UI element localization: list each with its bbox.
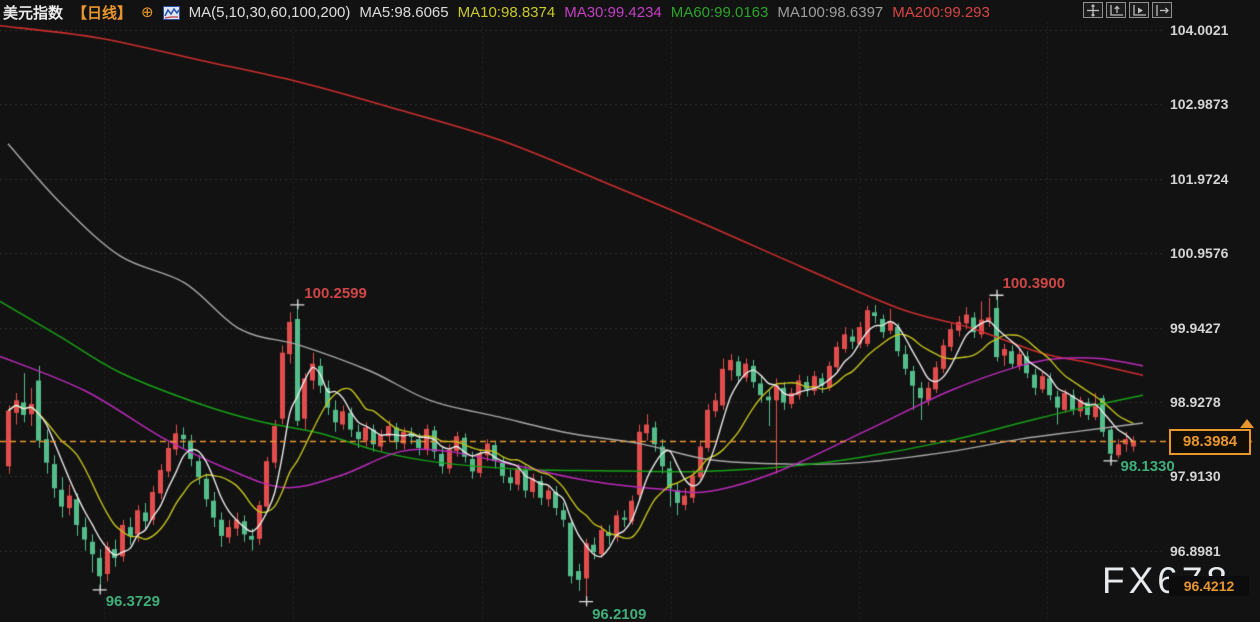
collapse-panel-icon[interactable] — [1152, 2, 1172, 18]
ma200-value: MA200:99.293 — [892, 4, 990, 21]
y-axis-label: 104.0021 — [1170, 22, 1229, 38]
chart-toolbar — [1083, 2, 1172, 18]
session-low-badge: 96.4212 — [1169, 575, 1249, 596]
scale-price-axis-icon[interactable] — [1106, 2, 1126, 18]
ma100-value: MA100:98.6397 — [777, 4, 884, 21]
price-up-arrow-icon — [1240, 418, 1254, 428]
y-axis-label: 96.8981 — [1170, 542, 1221, 559]
annotation-low-1: 96.3729 — [105, 593, 160, 611]
chart-header: 美元指数 【日线】 ⊕ MA(5,10,30,60,100,200) MA5:9… — [3, 2, 990, 23]
ma-settings-label[interactable]: MA(5,10,30,60,100,200) — [188, 4, 351, 21]
annotation-recent-low: 98.1330 — [1120, 458, 1175, 476]
y-axis-label: 101.9724 — [1170, 170, 1229, 187]
ma30-value: MA30:99.4234 — [564, 4, 662, 21]
annotation-peak-1: 100.2599 — [304, 285, 367, 303]
mini-chart-icon[interactable] — [162, 5, 180, 20]
ma60-value: MA60:99.0163 — [670, 4, 769, 21]
y-axis-label: 100.9576 — [1170, 245, 1229, 262]
ma10-value: MA10:98.8374 — [457, 4, 556, 21]
annotation-peak-2: 100.3900 — [1002, 274, 1066, 292]
y-axis-label: 97.9130 — [1170, 468, 1221, 485]
timeframe-label[interactable]: 【日线】 — [72, 5, 133, 22]
current-price-badge: 98.3984 — [1169, 428, 1251, 455]
scale-time-axis-icon[interactable] — [1129, 2, 1149, 18]
y-axis-label: 102.9873 — [1170, 96, 1229, 113]
ma5-value: MA5:98.6065 — [359, 4, 449, 21]
annotation-low-2: 96.2109 — [592, 606, 647, 622]
move-crosshair-icon[interactable] — [1083, 2, 1103, 18]
y-axis-label: 98.9278 — [1170, 393, 1221, 410]
y-axis-label: 99.9427 — [1170, 319, 1221, 336]
symbol-name: 美元指数 — [3, 5, 64, 22]
add-indicator-icon[interactable]: ⊕ — [141, 4, 154, 21]
